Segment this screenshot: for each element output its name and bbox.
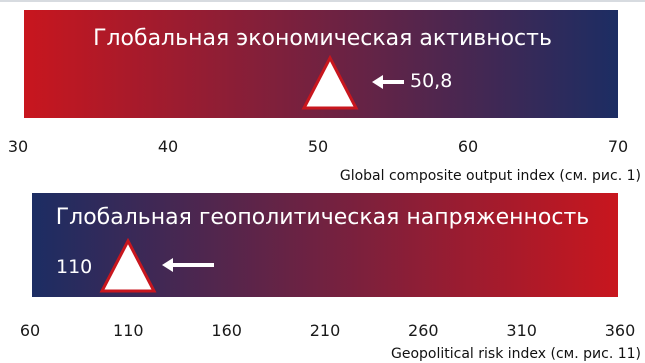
tick-label: 210 — [309, 321, 341, 340]
value-label: 50,8 — [410, 70, 453, 92]
tick-label: 60 — [19, 321, 41, 340]
arrow-left-icon — [372, 75, 404, 89]
tick-label: 30 — [7, 137, 29, 156]
gauge-caption: Geopolitical risk index (см. рис. 11) — [391, 346, 641, 362]
tick-label: 260 — [408, 321, 439, 340]
triangle-marker-icon — [99, 238, 157, 293]
tick-label: 160 — [211, 321, 242, 340]
tick-label: 60 — [457, 137, 479, 156]
tick-label: 40 — [157, 137, 179, 156]
tick-label: 310 — [506, 321, 537, 340]
tick-label: 70 — [607, 137, 629, 156]
triangle-marker-icon — [301, 55, 359, 110]
economic-activity-gauge: Глобальная экономическая активность 50,8… — [0, 10, 645, 184]
tick-label: 50 — [307, 137, 329, 156]
gauge-title: Глобальная экономическая активность — [93, 26, 552, 51]
gauge-title: Глобальная геополитическая напряженность — [55, 205, 590, 230]
axis-ticks: 60 110 160 210 260 310 360 — [0, 321, 645, 345]
arrow-left-icon — [162, 258, 214, 272]
tick-label: 110 — [113, 321, 144, 340]
axis-ticks: 30 40 50 60 70 — [0, 137, 645, 161]
value-label: 110 — [56, 256, 93, 278]
top-edge-line — [0, 0, 645, 2]
tick-label: 360 — [604, 321, 636, 340]
gauge-caption: Global composite output index (см. рис. … — [339, 168, 641, 184]
